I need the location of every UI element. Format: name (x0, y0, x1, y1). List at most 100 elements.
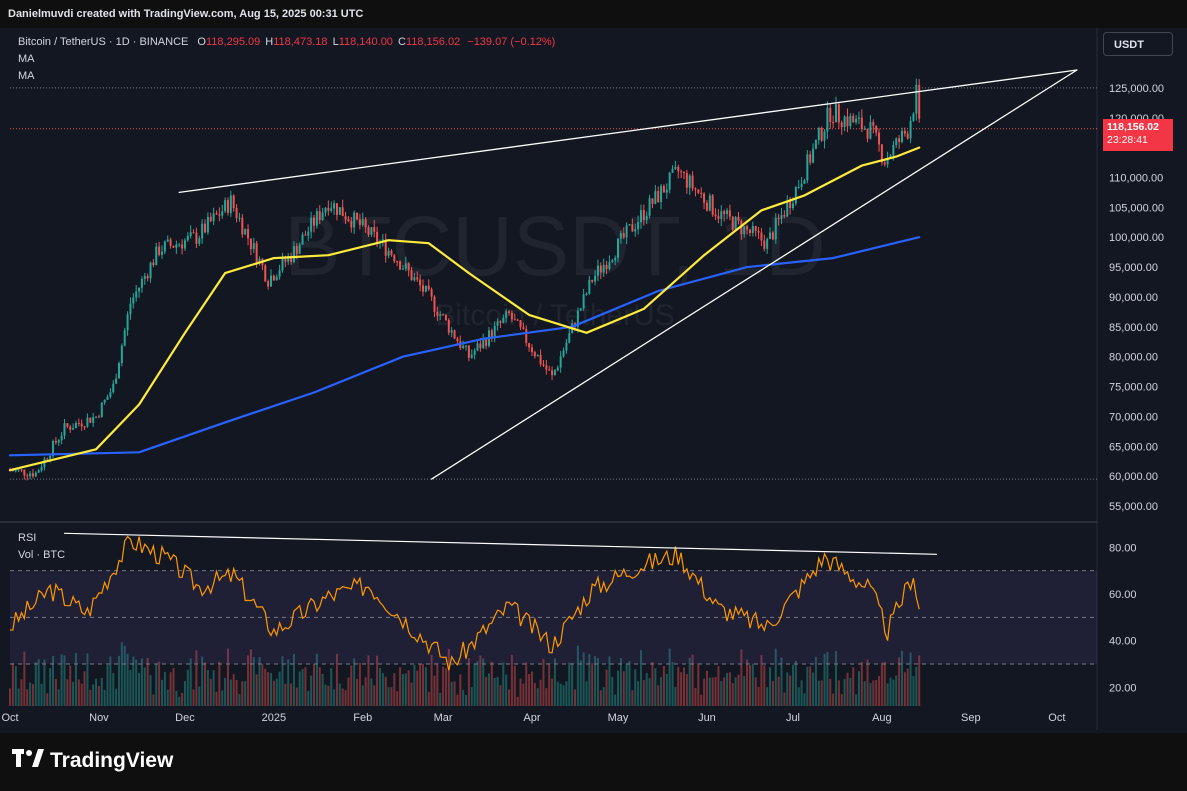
volume-bar (832, 693, 835, 706)
candle-body (255, 243, 258, 264)
volume-bar (465, 695, 468, 706)
volume-bar (826, 651, 829, 706)
volume-bar (648, 678, 651, 706)
volume-bar (295, 687, 298, 706)
candle-body (886, 157, 889, 165)
candle-body (401, 268, 404, 270)
candle-body (479, 343, 482, 349)
time-tick-label: Jun (698, 712, 716, 724)
candle-body (895, 138, 898, 146)
volume-bar (688, 657, 691, 706)
candle-body (189, 232, 192, 236)
candle-body (493, 325, 496, 339)
volume-bar (404, 673, 407, 706)
candle-body (562, 350, 565, 357)
rsi-line (9, 535, 920, 671)
volume-bar (235, 680, 238, 706)
candle-body (404, 263, 407, 269)
volume-bar (381, 673, 384, 706)
volume-bar (602, 687, 605, 706)
volume-bar (126, 653, 129, 706)
volume-bar (731, 683, 734, 706)
candle-body (29, 473, 32, 477)
price-tick-label: 55,000.00 (1109, 501, 1158, 513)
volume-bar (594, 656, 597, 706)
candle-body (691, 175, 694, 189)
last-price-value: 118,156.02 (1107, 121, 1159, 133)
volume-bar (588, 654, 591, 706)
volume-bar (249, 649, 252, 706)
candle-body (703, 193, 706, 203)
volume-bar (734, 677, 737, 706)
volume-bar (373, 685, 376, 706)
candle-body (731, 216, 734, 230)
volume-bar (909, 652, 912, 706)
volume-bar (149, 675, 152, 706)
candle-body (166, 239, 169, 242)
candles-group (8, 78, 921, 706)
volume-bar (350, 665, 353, 706)
volume-bar (419, 664, 422, 706)
volume-bar (705, 670, 708, 706)
volume-bar (872, 680, 875, 706)
volume-bar (166, 689, 169, 706)
candle-body (313, 217, 316, 226)
volume-bar (697, 663, 700, 706)
volume-bar (95, 678, 98, 706)
volume-bar (536, 688, 539, 706)
volume-bar (748, 665, 751, 706)
volume-bar (74, 653, 77, 706)
rsi-tick-label: 20.00 (1109, 682, 1137, 694)
volume-bar (333, 689, 336, 706)
volume-bar (8, 688, 12, 706)
time-tick-label: May (608, 712, 629, 724)
volume-bar (321, 673, 324, 706)
candle-body (269, 275, 272, 287)
volume-bar (143, 667, 146, 706)
candle-body (786, 201, 789, 217)
close-value: 118,156.02 (405, 36, 461, 48)
candle-body (361, 219, 364, 226)
candle-body (439, 314, 442, 316)
candle-body (272, 275, 275, 281)
candle-body (809, 154, 812, 163)
ma-legend-2[interactable]: MA (18, 70, 35, 82)
price-tick-label: 65,000.00 (1109, 441, 1158, 453)
candle-body (748, 229, 751, 233)
candle-body (680, 171, 683, 173)
currency-button[interactable]: USDT (1103, 32, 1173, 56)
ma-legend-1[interactable]: MA (18, 53, 35, 65)
volume-bar (284, 683, 287, 706)
volume-bar (654, 668, 657, 706)
volume-bar (918, 655, 921, 706)
volume-legend[interactable]: Vol · BTC (18, 549, 66, 561)
symbol-title[interactable]: Bitcoin / TetherUS · 1D · BINANCE (18, 36, 189, 48)
candle-body (533, 352, 536, 357)
candle-body (169, 239, 172, 246)
volume-bar (774, 648, 777, 706)
volume-bar (292, 654, 295, 706)
candle-body (424, 285, 427, 292)
candle-body (341, 207, 344, 217)
volume-bar (269, 672, 272, 706)
volume-bar (823, 653, 826, 706)
volume-bar (645, 672, 648, 706)
candle-body (247, 229, 250, 239)
volume-bar (786, 672, 789, 706)
volume-bar (639, 650, 642, 706)
candle-body (602, 264, 605, 273)
rsi-legend[interactable]: RSI (18, 532, 37, 544)
volume-bar (809, 666, 812, 706)
candle-body (143, 276, 146, 279)
candle-body (553, 370, 556, 376)
candle-body (892, 145, 895, 156)
watermark-description: Bitcoin / TetherUS (435, 299, 675, 332)
volume-bar (487, 673, 490, 706)
volume-bar (562, 685, 565, 706)
volume-bar (120, 642, 123, 706)
time-tick-label: Feb (353, 712, 372, 724)
candle-body (235, 208, 238, 219)
candle-body (829, 107, 832, 123)
volume-bar (40, 683, 43, 706)
